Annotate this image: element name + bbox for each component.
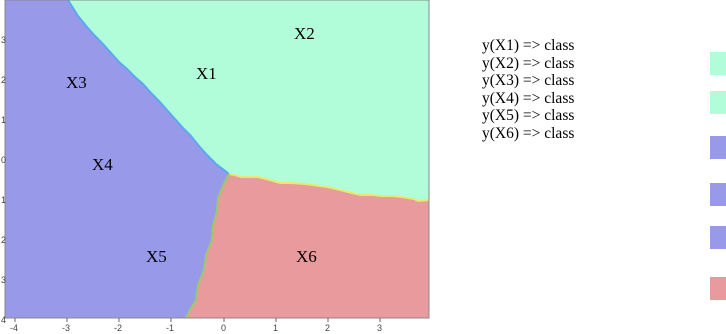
region-label-x2: X2 [294, 24, 315, 43]
x-tick-label: 2 [325, 323, 330, 333]
color-swatch [710, 277, 726, 300]
y-axis: 3 2 1 0 1 2 3 4 [1, 35, 6, 325]
region-label-x3: X3 [66, 73, 87, 92]
x-tick-label: -1 [166, 323, 174, 333]
class-assignment-list: y(X1) => class y(X2) => class y(X3) => c… [482, 37, 574, 142]
region-blue [5, 0, 229, 318]
boundary-green-red [228, 173, 430, 203]
y-tick-label: 0 [1, 155, 6, 165]
x-tick-label: -3 [62, 323, 70, 333]
x-tick-label: 0 [221, 323, 226, 333]
region-label-x4: X4 [92, 155, 113, 174]
y-tick-label: 2 [1, 235, 6, 245]
class-assignment-x4: y(X4) => class [482, 89, 575, 107]
color-swatch [710, 136, 726, 159]
color-swatch [710, 52, 726, 75]
color-swatch-column [710, 50, 726, 330]
x-axis: -4 -3 -2 -1 0 1 2 3 [10, 318, 382, 333]
boundary-green-blue [67, 0, 230, 175]
x-tick-label: 1 [273, 323, 278, 333]
y-tick-label: 4 [1, 315, 6, 325]
region-label-x6: X6 [296, 247, 317, 266]
color-swatch [710, 183, 726, 206]
class-assignment-x1: y(X1) => class [482, 37, 575, 54]
x-tick-label: 3 [377, 323, 382, 333]
y-tick-label: 1 [1, 195, 6, 205]
class-assignment-x2: y(X2) => class [482, 54, 575, 72]
color-swatch [710, 91, 726, 114]
y-tick-label: 2 [1, 75, 6, 85]
region-red [186, 174, 429, 318]
y-tick-label: 1 [1, 115, 6, 125]
x-tick-label: -4 [10, 323, 18, 333]
x-tick-label: -2 [114, 323, 122, 333]
class-assignment-x6: y(X6) => class [482, 124, 575, 142]
plot-frame [4, 0, 430, 319]
y-tick-label: 3 [1, 35, 6, 45]
region-label-x5: X5 [146, 247, 167, 266]
class-assignment-x3: y(X3) => class [482, 72, 575, 89]
boundary-blue-red [185, 173, 230, 319]
y-tick-label: 3 [1, 275, 6, 285]
region-label-x1: X1 [196, 64, 217, 83]
region-green [68, 0, 429, 201]
decision-boundary-plot: X1 X2 X3 X4 X5 X6 -4 -3 -2 -1 0 1 2 3 3 [1, 0, 430, 333]
plot-svg: X1 X2 X3 X4 X5 X6 -4 -3 -2 -1 0 1 2 3 3 [1, 0, 430, 333]
color-swatch [710, 226, 726, 249]
class-assignment-x5: y(X5) => class [482, 107, 575, 124]
